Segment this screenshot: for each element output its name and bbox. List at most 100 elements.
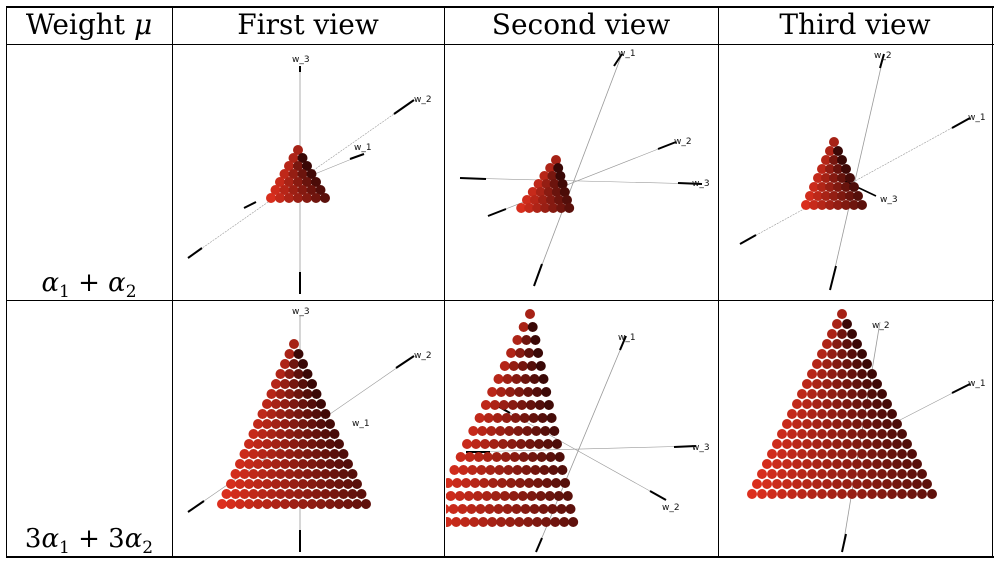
sphere [548,203,559,213]
sphere [772,459,782,469]
sphere [522,426,533,436]
sphere [325,419,335,429]
sphere [882,399,892,409]
sphere [302,369,313,379]
col-divider-4 [992,6,994,558]
sphere [505,387,516,397]
sphere [807,389,817,399]
sphere [872,419,882,429]
sphere [537,413,548,423]
sphere [833,182,843,192]
sphere [449,465,460,475]
table-bottom-border [6,556,994,558]
sphere [867,469,877,479]
sphere [802,479,812,489]
sphere [239,469,250,479]
sphere [513,426,524,436]
sphere [897,489,907,499]
sphere [752,479,762,489]
sphere [293,177,303,187]
sphere [529,374,540,384]
row1-plus: + [69,268,109,298]
sphere [852,439,862,449]
r2-second-view-render: w_1 w_3 w_2 [446,302,717,555]
sphere [533,478,544,488]
sphere [842,319,852,329]
sphere [280,359,290,369]
sphere [551,478,562,488]
sphere [499,361,510,371]
sphere [302,389,313,399]
sphere [842,359,852,369]
sphere [527,322,538,332]
sphere [807,369,817,379]
sphere [802,399,812,409]
sphere [877,429,887,439]
sphere [523,387,534,397]
sphere [787,409,797,419]
sphere [302,429,313,439]
sphere [469,517,480,527]
sphere [262,399,272,409]
sphere [284,389,295,399]
sphere [568,517,579,527]
col-divider-0 [6,6,8,558]
sphere [480,439,490,449]
sphere [471,439,481,449]
sphere [293,349,304,359]
sphere-pyramid [217,339,371,509]
sphere [235,479,245,489]
sphere [491,452,502,462]
sphere [807,449,817,459]
sphere [320,429,331,439]
sphere [325,479,335,489]
sphere [807,409,817,419]
sphere [867,369,877,379]
sphere [560,478,571,488]
sphere [253,419,263,429]
sphere [842,419,852,429]
sphere [837,469,847,479]
sphere [849,200,859,210]
sphere [248,449,259,459]
sphere [887,489,897,499]
row-rule [6,300,994,302]
sphere [266,449,277,459]
sphere [829,155,839,165]
sphere [473,452,484,462]
r1-second-axis-a: w_1 [618,49,636,59]
sphere [306,185,317,195]
sphere [293,389,304,399]
sphere [275,409,286,419]
sphere [522,195,532,205]
sphere [827,409,837,419]
sphere [266,389,277,399]
sphere [832,339,842,349]
sphere [487,387,498,397]
r1-first-axis-c: w_1 [354,143,372,153]
sphere [845,191,855,201]
sphere [747,489,757,499]
sphere [518,322,529,332]
sphere [479,478,490,488]
sphere [529,504,540,514]
sphere [320,409,331,419]
sphere [847,349,857,359]
sphere [557,465,568,475]
sphere [767,469,777,479]
sphere [882,479,892,489]
sphere [787,429,797,439]
sphere [307,479,317,489]
sphere [298,499,308,509]
sphere [822,439,832,449]
sphere [548,465,559,475]
sphere [279,185,290,195]
sphere [822,339,832,349]
sphere [515,348,526,358]
sphere [302,193,312,203]
sphere [545,452,556,462]
sphere [809,200,819,210]
r2-second-axis-a: w_1 [618,333,636,343]
sphere [266,489,277,499]
sphere [307,399,317,409]
